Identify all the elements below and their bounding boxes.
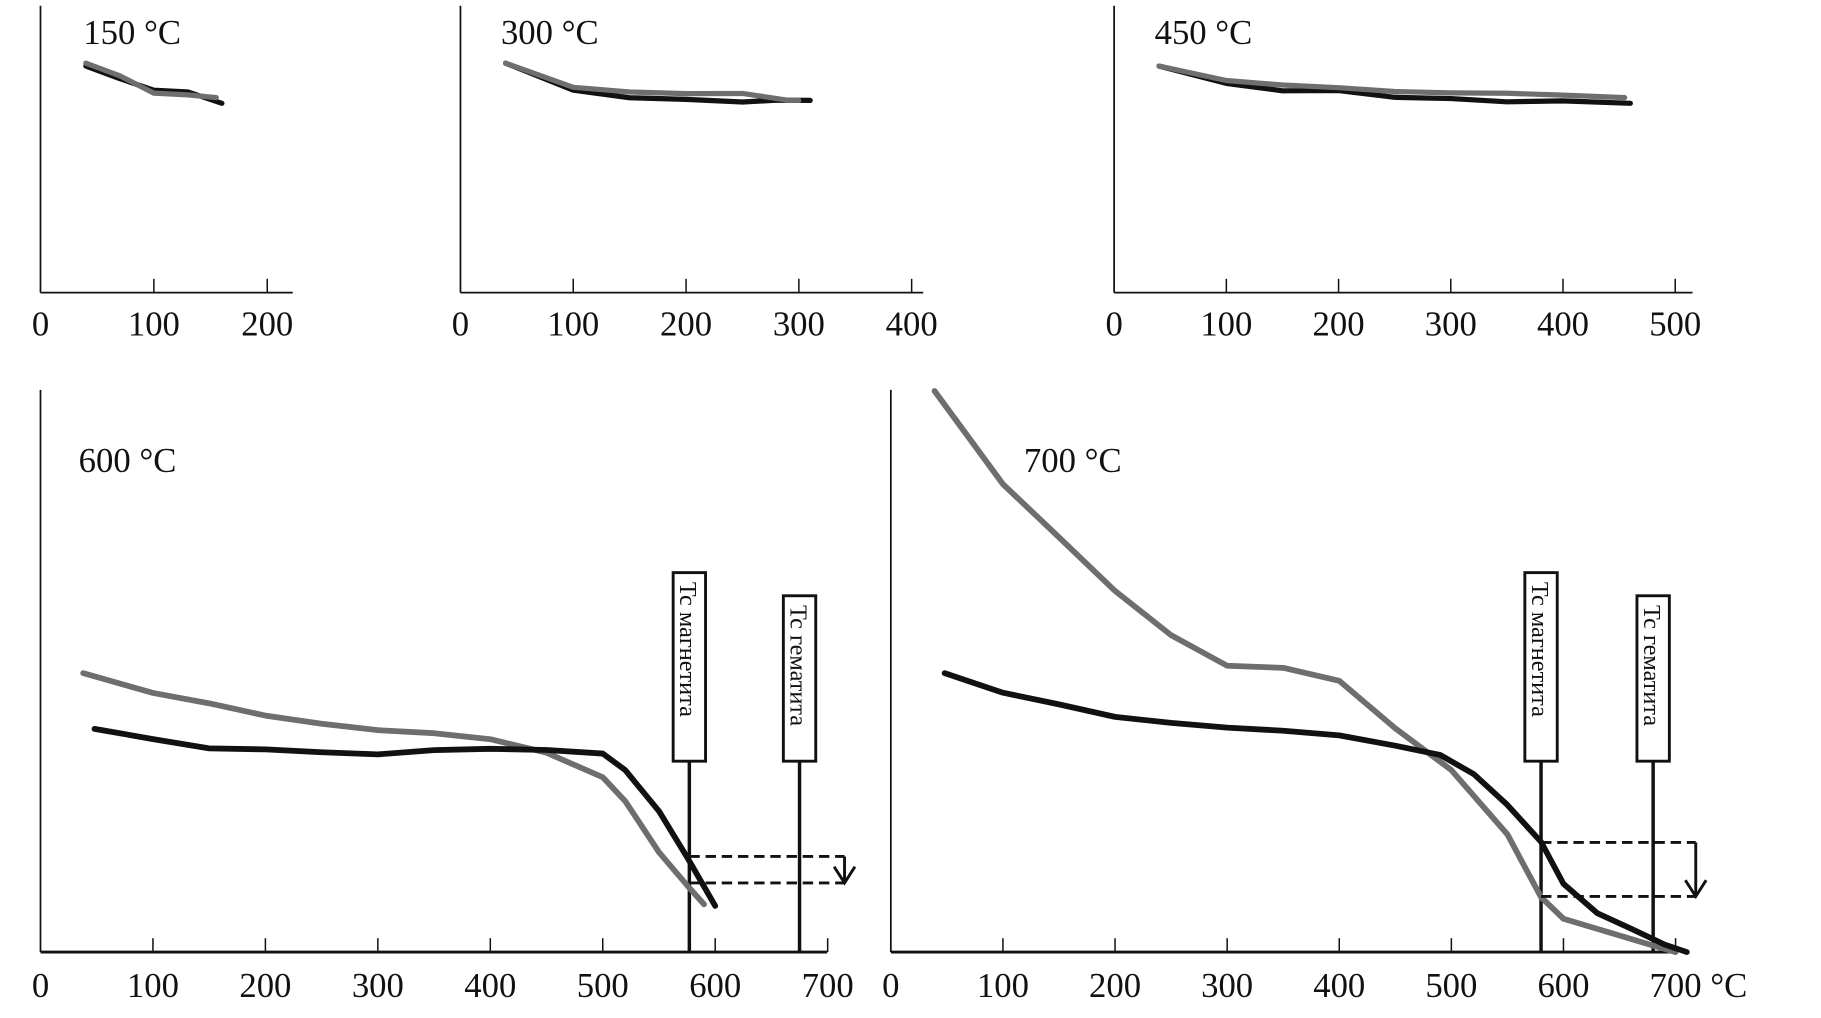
x-tick-label: 0 — [32, 966, 49, 1005]
panel-title: 150 °C — [83, 13, 181, 52]
x-tick-label: 700 — [1650, 966, 1702, 1005]
x-tick-label: 300 — [1425, 304, 1477, 343]
x-tick-label: 0 — [32, 304, 49, 343]
x-tick-label: 500 — [1649, 304, 1701, 343]
x-tick-label: 400 — [464, 966, 516, 1005]
x-tick-label: 500 — [1425, 966, 1477, 1005]
x-axis-label: °C — [1710, 966, 1747, 1005]
panel-title: 450 °C — [1155, 13, 1253, 52]
curie-label-box — [781, 594, 818, 763]
curie-label: Tc гематита — [784, 605, 811, 726]
curie-label-box — [1523, 571, 1559, 763]
curie-label-box — [1635, 594, 1671, 763]
series-line-curve-gray — [80, 670, 707, 908]
curie-label: Tc гематита — [1638, 605, 1665, 726]
panel-title: 600 °C — [79, 441, 177, 480]
x-tick-label: 200 — [660, 304, 712, 343]
series-line-curve-black — [91, 726, 719, 909]
curie-label: Tc магнетита — [674, 582, 701, 717]
series-line-curve-black — [941, 670, 1690, 955]
panel-title: 700 °C — [1024, 441, 1122, 480]
panel-title: 300 °C — [501, 13, 599, 52]
x-tick-label: 0 — [452, 304, 469, 343]
x-tick-label: 400 — [1313, 966, 1365, 1005]
x-tick-label: 500 — [577, 966, 629, 1005]
x-tick-label: 200 — [239, 966, 291, 1005]
drop-arrow-head-icon — [1684, 879, 1708, 900]
series-line-curve-2 — [502, 60, 802, 104]
panel-4: 0 100 200 300 400 500 600 700 600 °C Tc магнетита… — [32, 389, 857, 1005]
x-tick-label: 400 — [886, 304, 938, 343]
series-line-curve-gray — [931, 388, 1679, 955]
x-tick-label: 400 — [1537, 304, 1589, 343]
x-tick-label: 200 — [1089, 966, 1141, 1005]
x-tick-label: 700 — [802, 966, 854, 1005]
series-line-curve-2 — [83, 60, 219, 101]
x-tick-label: 100 — [128, 304, 180, 343]
x-tick-label: 300 — [773, 304, 825, 343]
x-tick-label: 0 — [1105, 304, 1122, 343]
panel-2: 0 100 200 300 400 300 °C — [452, 5, 938, 343]
curie-label: Tc магнетита — [1526, 582, 1553, 717]
x-tick-label: 300 — [352, 966, 404, 1005]
panel-1: 0 100 200 150 °C — [32, 5, 293, 343]
curie-label-box — [671, 571, 707, 763]
x-tick-label: 100 — [1200, 304, 1252, 343]
x-tick-label: 100 — [977, 966, 1029, 1005]
x-tick-label: 100 — [547, 304, 599, 343]
x-tick-label: 300 — [1201, 966, 1253, 1005]
x-tick-label: 200 — [241, 304, 293, 343]
x-tick-label: 600 — [689, 966, 741, 1005]
x-tick-label: 200 — [1313, 304, 1365, 343]
series-line-curve-1 — [1156, 63, 1633, 106]
drop-arrow-head-icon — [832, 865, 857, 886]
panel-3: 0 100 200 300 400 500 450 °C — [1105, 5, 1701, 343]
x-tick-label: 600 — [1537, 966, 1589, 1005]
series-line-curve-2 — [1156, 63, 1628, 101]
x-tick-label: 0 — [882, 966, 899, 1005]
x-tick-label: 100 — [127, 966, 179, 1005]
panel-5: 0 100 200 300 400 500 600 700 °C 700 °C Tc магнети… — [882, 388, 1747, 1005]
